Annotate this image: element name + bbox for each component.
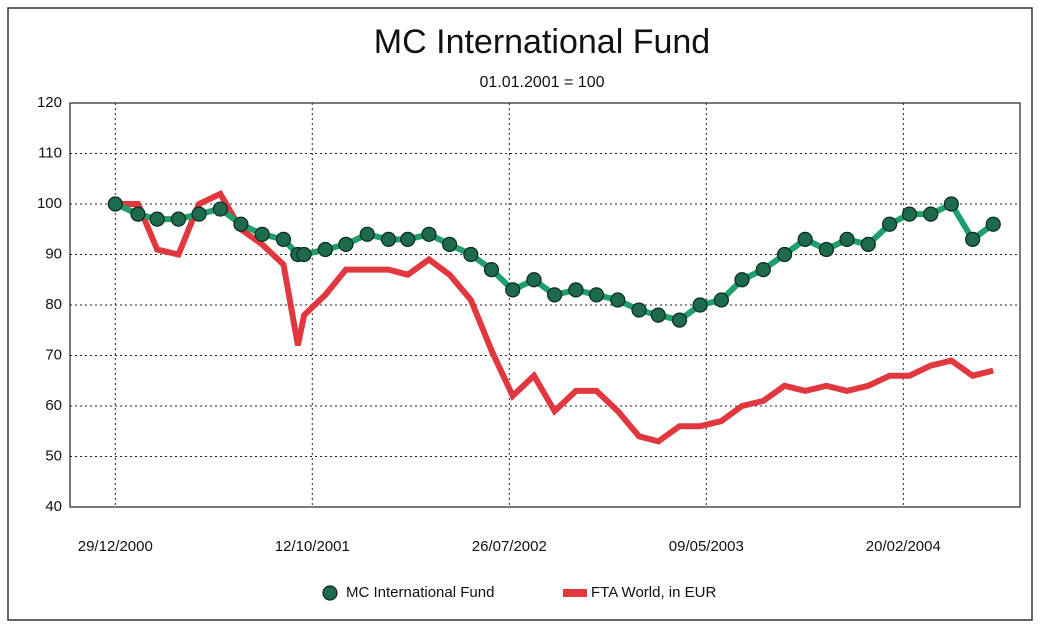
- marker: [901, 206, 918, 222]
- y-tick-label: 90: [45, 245, 62, 262]
- x-tick-label: 26/07/2002: [472, 538, 547, 555]
- marker: [296, 246, 312, 263]
- marker: [610, 292, 626, 308]
- marker: [130, 206, 146, 222]
- marker: [463, 246, 479, 263]
- x-tick-label: 09/05/2003: [669, 538, 744, 555]
- marker: [400, 231, 416, 247]
- marker: [547, 287, 563, 303]
- x-tick-label: 20/02/2004: [866, 538, 941, 555]
- y-tick-label: 110: [38, 144, 62, 161]
- y-tick-label: 60: [45, 397, 62, 414]
- marker: [149, 211, 165, 227]
- marker: [568, 282, 584, 298]
- marker: [985, 216, 1001, 232]
- marker: [380, 231, 397, 247]
- marker: [421, 226, 437, 242]
- marker: [965, 231, 981, 247]
- marker: [755, 262, 771, 278]
- marker: [170, 211, 187, 227]
- marker: [943, 196, 959, 212]
- marker: [359, 226, 375, 242]
- x-tick-label: 12/10/2001: [275, 538, 350, 555]
- marker: [212, 201, 228, 217]
- marker: [588, 287, 605, 303]
- marker: [191, 206, 207, 222]
- legend-swatch: [563, 589, 587, 597]
- y-tick-label: 80: [45, 296, 62, 313]
- marker: [631, 302, 647, 318]
- y-tick-label: 50: [45, 447, 62, 464]
- marker: [713, 292, 730, 308]
- marker: [338, 236, 354, 252]
- marker: [797, 231, 813, 247]
- legend-label: FTA World, in EUR: [591, 584, 716, 601]
- marker: [692, 297, 708, 313]
- y-tick-label: 100: [37, 195, 62, 212]
- legend-label: MC International Fund: [346, 584, 494, 601]
- x-tick-label: 29/12/2000: [78, 538, 153, 555]
- marker: [671, 312, 688, 328]
- chart-title: MC International Fund: [374, 23, 710, 61]
- legend-swatch: [322, 585, 338, 601]
- marker: [839, 231, 855, 247]
- marker: [818, 241, 835, 258]
- y-tick-label: 120: [37, 94, 62, 111]
- y-tick-label: 70: [45, 346, 62, 363]
- series-line: [115, 190, 994, 445]
- marker: [254, 226, 270, 242]
- marker: [441, 236, 458, 252]
- marker: [107, 196, 123, 212]
- chart-subtitle: 01.01.2001 = 100: [479, 74, 604, 91]
- frame: [7, 7, 1033, 621]
- marker: [860, 236, 876, 252]
- marker: [881, 216, 898, 232]
- marker: [275, 231, 292, 247]
- marker: [505, 282, 521, 298]
- marker: [650, 307, 666, 323]
- marker: [526, 272, 542, 288]
- y-tick-label: 40: [45, 498, 62, 515]
- marker: [776, 246, 793, 263]
- marker: [233, 216, 249, 232]
- marker: [317, 241, 333, 258]
- marker: [923, 206, 939, 222]
- marker: [483, 262, 500, 278]
- marker: [734, 272, 750, 288]
